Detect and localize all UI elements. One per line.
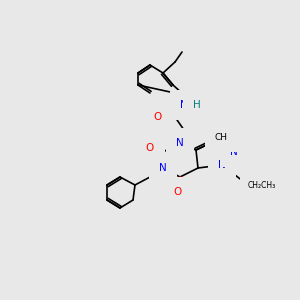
Text: CH: CH — [214, 134, 227, 142]
Text: O: O — [174, 187, 182, 197]
Text: CH₂CH₃: CH₂CH₃ — [248, 181, 276, 190]
Text: N: N — [218, 160, 226, 170]
Text: N: N — [180, 100, 188, 110]
Text: O: O — [154, 112, 162, 122]
Text: H: H — [193, 100, 201, 110]
Text: N: N — [176, 138, 184, 148]
Text: N: N — [230, 147, 238, 157]
Text: N: N — [159, 163, 167, 173]
Text: O: O — [146, 143, 154, 153]
